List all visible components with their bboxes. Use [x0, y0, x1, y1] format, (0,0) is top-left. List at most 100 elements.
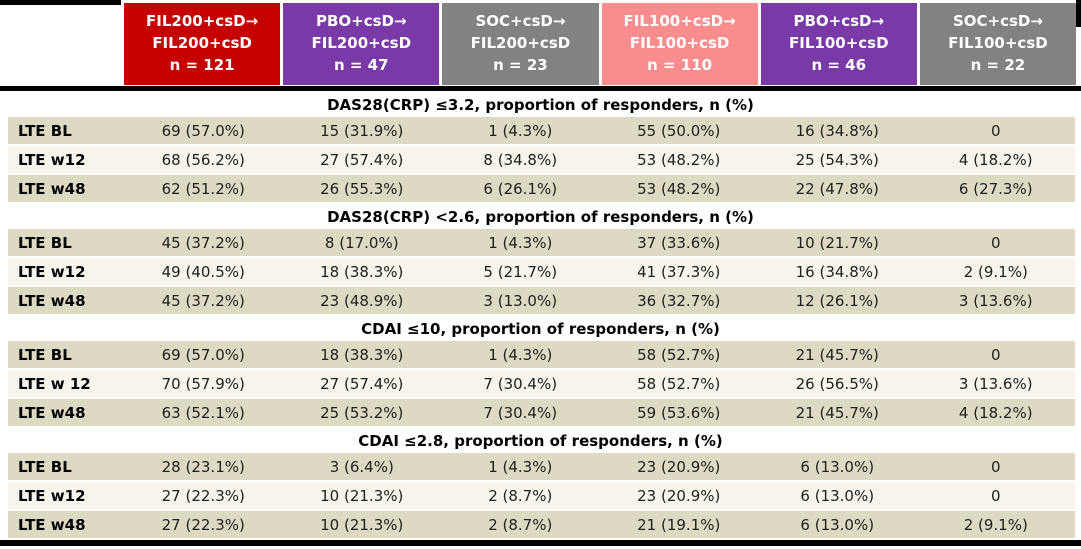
- column-header-line1: FIL200+csD→: [146, 12, 259, 31]
- value-cell-col2: 27 (57.4%): [320, 150, 404, 169]
- value-cell-col3: 6 (26.1%): [483, 179, 558, 198]
- row-label: LTE w12: [18, 486, 86, 505]
- column-header-2: PBO+csD→ FIL200+csD n = 47: [283, 3, 440, 85]
- value-cell-col3: 1 (4.3%): [488, 345, 553, 364]
- section-title-4: CDAI ≤2.8, proportion of responders, n (…: [0, 428, 1081, 453]
- column-header-line1: SOC+csD→: [475, 12, 566, 31]
- row-label: LTE w12: [18, 150, 86, 169]
- table-row: LTE w48 63 (52.1%) 25 (53.2%) 7 (30.4%) 59 (…: [8, 399, 1075, 426]
- row-label: LTE BL: [18, 233, 72, 252]
- column-header-n: n = 46: [811, 55, 867, 74]
- row-label: LTE w48: [18, 291, 86, 310]
- table-bottom-border: [0, 540, 1081, 546]
- value-cell-col2: 27 (57.4%): [320, 374, 404, 393]
- header-separator-line: [0, 86, 1081, 91]
- value-cell-col4: 55 (50.0%): [637, 121, 721, 140]
- value-cell-col3: 1 (4.3%): [488, 457, 553, 476]
- value-cell-col3: 2 (8.7%): [488, 486, 553, 505]
- value-cell-col5: 10 (21.7%): [795, 233, 879, 252]
- value-cell-col5: 16 (34.8%): [795, 121, 879, 140]
- value-cell-col4: 37 (33.6%): [637, 233, 721, 252]
- column-header-line2: FIL100+csD: [629, 34, 730, 53]
- value-cell-col2: 18 (38.3%): [320, 345, 404, 364]
- value-cell-col2: 23 (48.9%): [320, 291, 404, 310]
- column-header-line2: FIL100+csD: [948, 34, 1048, 53]
- row-label: LTE w48: [18, 515, 86, 534]
- value-cell-col5: 22 (47.8%): [795, 179, 879, 198]
- value-cell-col4: 23 (20.9%): [637, 486, 721, 505]
- value-cell-col1: 27 (22.3%): [161, 515, 245, 534]
- row-label: LTE BL: [18, 121, 72, 140]
- section-title-1: DAS28(CRP) ≤3.2, proportion of responder…: [0, 92, 1081, 117]
- value-cell-col5: 21 (45.7%): [795, 403, 879, 422]
- value-cell-col4: 23 (20.9%): [637, 457, 721, 476]
- value-cell-col5: 6 (13.0%): [800, 515, 875, 534]
- table-row: LTE w48 62 (51.2%) 26 (55.3%) 6 (26.1%) 53 (…: [8, 175, 1075, 202]
- value-cell-col1: 27 (22.3%): [161, 486, 245, 505]
- table-row: LTE w12 27 (22.3%) 10 (21.3%) 2 (8.7%) 23 (2…: [8, 482, 1075, 509]
- value-cell-col2: 10 (21.3%): [320, 515, 404, 534]
- table-row: LTE BL 69 (57.0%) 15 (31.9%) 1 (4.3%) 55 (50…: [8, 117, 1075, 144]
- column-header-5: PBO+csD→ FIL100+csD n = 46: [760, 3, 917, 85]
- value-cell-col4: 41 (37.3%): [637, 262, 721, 281]
- column-header-line2: FIL100+csD: [789, 34, 889, 53]
- value-cell-col3: 5 (21.7%): [483, 262, 558, 281]
- value-cell-col1: 68 (56.2%): [161, 150, 245, 169]
- table-right-edge-mark: [1076, 0, 1081, 27]
- value-cell-col6: 4 (18.2%): [958, 150, 1033, 169]
- value-cell-col2: 8 (17.0%): [324, 233, 399, 252]
- table-row: LTE BL 28 (23.1%) 3 (6.4%) 1 (4.3%) 23 (20.9…: [8, 453, 1075, 480]
- table-top-border: [0, 0, 121, 5]
- column-header-line1: SOC+csD→: [952, 12, 1043, 31]
- value-cell-col4: 58 (52.7%): [637, 345, 721, 364]
- value-cell-col1: 62 (51.2%): [161, 179, 245, 198]
- value-cell-col5: 6 (13.0%): [800, 486, 875, 505]
- value-cell-col1: 69 (57.0%): [161, 121, 245, 140]
- value-cell-col6: 0: [990, 345, 1001, 364]
- table-body: DAS28(CRP) ≤3.2, proportion of responder…: [0, 92, 1081, 540]
- value-cell-col5: 12 (26.1%): [795, 291, 879, 310]
- value-cell-col1: 49 (40.5%): [161, 262, 245, 281]
- column-header-1: FIL200+csD→ FIL200+csD n = 121: [124, 3, 281, 85]
- value-cell-col5: 6 (13.0%): [800, 457, 875, 476]
- value-cell-col5: 26 (56.5%): [795, 374, 879, 393]
- value-cell-col1: 69 (57.0%): [161, 345, 245, 364]
- value-cell-col5: 25 (54.3%): [795, 150, 879, 169]
- value-cell-col1: 28 (23.1%): [161, 457, 245, 476]
- column-header-n: n = 22: [970, 55, 1026, 74]
- value-cell-col5: 21 (45.7%): [795, 345, 879, 364]
- column-header-line2: FIL200+csD: [470, 34, 571, 53]
- value-cell-col3: 8 (34.8%): [483, 150, 558, 169]
- value-cell-col2: 10 (21.3%): [320, 486, 404, 505]
- column-header-line2: FIL200+csD: [152, 34, 252, 53]
- value-cell-col2: 26 (55.3%): [320, 179, 404, 198]
- value-cell-col6: 2 (9.1%): [963, 515, 1028, 534]
- column-header-n: n = 110: [647, 55, 713, 74]
- table-row: LTE w12 68 (56.2%) 27 (57.4%) 8 (34.8%) 53 (…: [8, 146, 1075, 173]
- value-cell-col6: 0: [990, 121, 1001, 140]
- column-header-n: n = 121: [169, 55, 235, 74]
- value-cell-col4: 59 (53.6%): [637, 403, 721, 422]
- value-cell-col6: 2 (9.1%): [963, 262, 1028, 281]
- value-cell-col3: 7 (30.4%): [483, 374, 558, 393]
- value-cell-col6: 3 (13.6%): [958, 291, 1033, 310]
- row-label: LTE w48: [18, 403, 86, 422]
- value-cell-col6: 0: [990, 457, 1001, 476]
- value-cell-col2: 15 (31.9%): [320, 121, 404, 140]
- column-header-6: SOC+csD→ FIL100+csD n = 22: [919, 3, 1077, 85]
- table-row: LTE w48 45 (37.2%) 23 (48.9%) 3 (13.0%) 36 (…: [8, 287, 1075, 314]
- row-label: LTE w48: [18, 179, 86, 198]
- column-header-4: FIL100+csD→ FIL100+csD n = 110: [601, 3, 758, 85]
- column-header-line1: PBO+csD→: [793, 12, 885, 31]
- column-header-n: n = 23: [493, 55, 548, 74]
- value-cell-col3: 1 (4.3%): [488, 121, 553, 140]
- value-cell-col1: 70 (57.9%): [161, 374, 245, 393]
- value-cell-col6: 3 (13.6%): [958, 374, 1033, 393]
- row-label: LTE w12: [18, 262, 86, 281]
- value-cell-col3: 2 (8.7%): [488, 515, 553, 534]
- value-cell-col4: 58 (52.7%): [637, 374, 721, 393]
- column-header-3: SOC+csD→ FIL200+csD n = 23: [442, 3, 599, 85]
- value-cell-col6: 4 (18.2%): [958, 403, 1033, 422]
- value-cell-col6: 0: [990, 486, 1001, 505]
